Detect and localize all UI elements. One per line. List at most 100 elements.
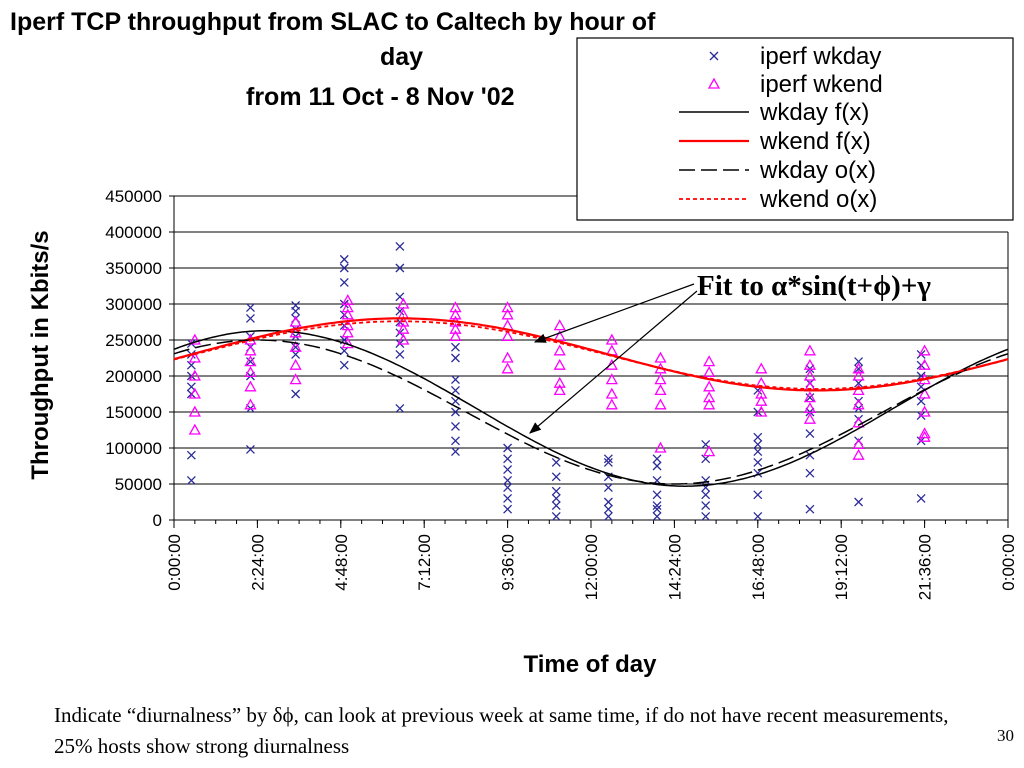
wkend-point — [553, 384, 566, 396]
wkday-point — [395, 241, 405, 251]
wkend-point — [188, 333, 201, 345]
curve-wkend-o-x — [173, 320, 1009, 390]
wkend-point — [449, 322, 462, 334]
chart-title-line-1: Iperf TCP throughput from SLAC to Caltec… — [10, 8, 656, 36]
wkend-point — [852, 362, 865, 374]
axis-layer: 0 50000 100000 150000 200000 250000 300000 3500… — [105, 187, 1018, 600]
x-tick-label: 0:00:00 — [165, 534, 184, 591]
wkend-point — [244, 344, 257, 356]
wkend-point — [703, 366, 716, 378]
wkend-point — [918, 427, 931, 439]
curve-layer — [173, 317, 1009, 487]
wkend-point — [918, 430, 931, 442]
wkend-point — [449, 308, 462, 320]
wkday-point — [551, 493, 561, 503]
wkday-point — [291, 300, 301, 310]
curve-wkend-f-x — [173, 317, 1009, 392]
wkday-point — [451, 436, 460, 446]
x-tick-label: 2:24:00 — [248, 534, 267, 591]
arrow-to-wkend-fit — [533, 283, 695, 343]
wkend-point — [803, 391, 817, 403]
wkday-point — [916, 493, 926, 503]
wkend-point — [341, 326, 354, 338]
wkend-point — [289, 315, 302, 327]
wkend-point — [397, 297, 410, 309]
wkend-point — [605, 398, 618, 410]
wkend-point — [852, 416, 865, 428]
legend-box — [576, 37, 1014, 221]
wkday-point — [451, 385, 460, 395]
wkday-point — [701, 511, 711, 521]
legend-label: wkday f(x) — [759, 99, 869, 126]
wkday-point — [186, 475, 196, 485]
wkend-point — [605, 373, 618, 385]
wkend-point — [341, 301, 354, 313]
wkday-point — [603, 497, 613, 507]
wkend-point — [654, 398, 667, 410]
y-tick-label: 450000 — [105, 187, 162, 206]
chart-title-line-3: from 11 Oct - 8 Nov '02 — [246, 83, 515, 111]
wkend-point — [803, 344, 817, 356]
wkend-point — [755, 394, 768, 406]
wkday-point — [701, 490, 711, 500]
wkend-point — [918, 405, 931, 417]
wkday-point — [805, 429, 815, 439]
series-layer — [186, 241, 931, 521]
wkday-point — [503, 475, 513, 485]
wkend-point — [703, 355, 716, 367]
wkend-point — [244, 355, 257, 367]
wkday-point — [451, 421, 460, 431]
wkend-point — [703, 398, 716, 410]
annotation-arrows — [529, 283, 698, 434]
wkday-point — [339, 263, 349, 273]
wkday-point — [603, 457, 613, 467]
wkend-point — [852, 438, 865, 450]
wkend-point — [244, 380, 257, 392]
wkday-point — [854, 497, 864, 507]
wkend-point — [341, 308, 354, 320]
x-tick-label: 19:12:00 — [832, 534, 851, 600]
wkend-point — [188, 351, 201, 363]
y-tick-label: 0 — [153, 511, 162, 530]
y-tick-label: 250000 — [105, 331, 162, 350]
x-tick-label: 14:24:00 — [665, 534, 684, 600]
wkday-point — [503, 454, 513, 464]
wkday-point — [805, 468, 815, 478]
curve-wkday-o-x — [173, 339, 1009, 485]
wkday-point — [753, 490, 763, 500]
wkend-point — [501, 362, 514, 374]
wkday-point — [805, 393, 815, 403]
wkend-point — [188, 405, 201, 417]
x-tick-label: 16:48:00 — [749, 534, 768, 600]
wkend-point — [397, 333, 410, 345]
wkday-point — [551, 486, 561, 496]
wkday-point — [854, 364, 864, 374]
wkday-point — [245, 444, 255, 454]
wkday-point — [551, 457, 561, 467]
x-tick-label: 9:36:00 — [499, 534, 518, 591]
wkend-point — [755, 387, 768, 399]
wkend-point — [341, 319, 354, 331]
wkday-point — [603, 483, 613, 493]
wkend-point — [244, 366, 257, 378]
wkend-point — [852, 398, 865, 410]
wkday-point — [603, 511, 613, 521]
wkend-point — [289, 373, 302, 385]
wkend-point — [397, 322, 410, 334]
wkend-point — [289, 340, 302, 352]
wkend-point — [188, 387, 201, 399]
wkend-point — [605, 387, 618, 399]
wkday-point — [551, 511, 561, 521]
wkend-point — [918, 387, 931, 399]
wkend-point — [803, 369, 817, 381]
wkend-point — [755, 362, 768, 374]
wkend-point — [803, 412, 817, 424]
wkday-point — [395, 349, 405, 359]
wkday-point — [291, 342, 301, 352]
x-tick-label: 4:48:00 — [332, 534, 351, 591]
wkend-point — [852, 369, 865, 381]
wkday-point — [451, 407, 460, 417]
arrow-to-wkday-fit — [529, 290, 698, 434]
y-tick-label: 150000 — [105, 403, 162, 422]
